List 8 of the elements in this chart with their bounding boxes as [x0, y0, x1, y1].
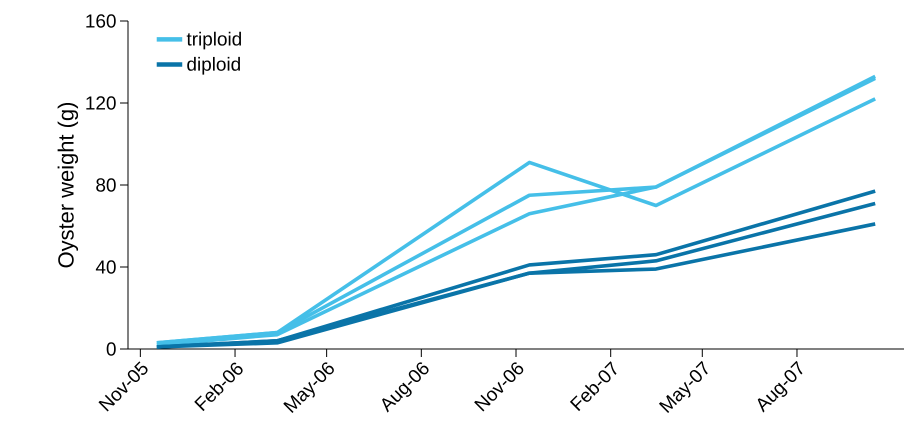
y-axis-title: Oyster weight (g)	[58, 102, 78, 268]
y-tick-label: 80	[96, 178, 116, 192]
y-tick-label: 40	[96, 260, 116, 274]
legend-label: triploid	[186, 32, 241, 50]
y-tick-label: 120	[86, 96, 116, 110]
legend-label: diploid	[187, 56, 240, 75]
y-tick-label: 160	[86, 14, 116, 28]
y-tick-label: 0	[106, 342, 116, 356]
